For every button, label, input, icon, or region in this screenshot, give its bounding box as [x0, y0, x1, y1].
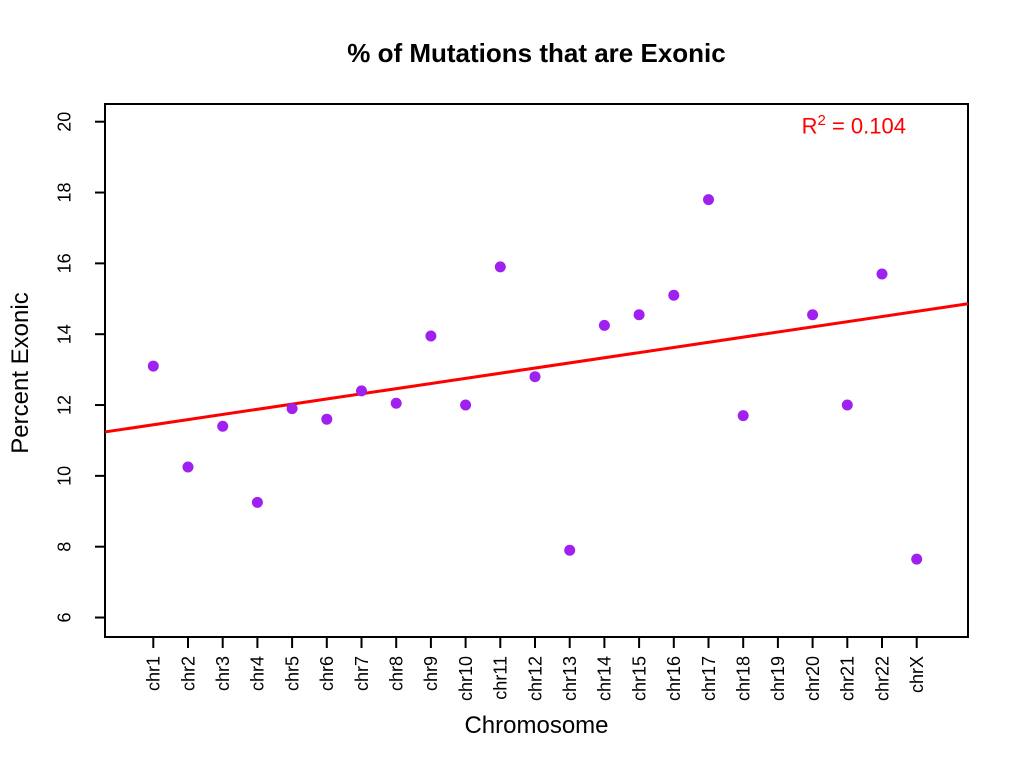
- x-tick-label-chr5: chr5: [282, 656, 302, 691]
- data-point-chr22: [876, 268, 888, 280]
- data-point-chr1: [147, 360, 159, 372]
- y-tick-label-8: 8: [54, 542, 74, 552]
- x-tick-label-chrX: chrX: [907, 656, 927, 693]
- x-tick-label-chr9: chr9: [421, 656, 441, 691]
- plot-border: [104, 103, 969, 638]
- trend-line: [104, 302, 969, 434]
- data-point-chrX: [911, 553, 923, 565]
- x-tick-label-chr17: chr17: [699, 656, 719, 701]
- x-tick-label-chr6: chr6: [317, 656, 337, 691]
- data-point-chr5: [286, 403, 298, 415]
- x-tick-label-chr4: chr4: [248, 656, 268, 691]
- data-point-chr13: [564, 544, 576, 556]
- data-point-chr3: [217, 420, 229, 432]
- x-tick-label-chr15: chr15: [629, 656, 649, 701]
- y-tick-label-14: 14: [54, 324, 74, 344]
- data-point-chr20: [807, 309, 819, 321]
- r-squared-base: R: [801, 113, 818, 139]
- data-point-chr16: [668, 289, 680, 301]
- data-point-chr6: [321, 413, 333, 425]
- x-tick-label-chr8: chr8: [387, 656, 407, 691]
- x-tick-label-chr12: chr12: [525, 656, 545, 701]
- x-tick-label-chr3: chr3: [213, 656, 233, 691]
- data-point-chr11: [494, 261, 506, 273]
- x-tick-label-chr22: chr22: [872, 656, 892, 701]
- data-point-chr4: [251, 496, 263, 508]
- r-squared-annotation: R2 = 0.104: [778, 108, 906, 139]
- data-point-chr12: [529, 371, 541, 383]
- data-point-chr9: [425, 330, 437, 342]
- r-squared-value: = 0.104: [825, 113, 906, 139]
- x-tick-label-chr16: chr16: [664, 656, 684, 701]
- x-tick-label-chr19: chr19: [768, 656, 788, 701]
- y-tick-label-6: 6: [54, 613, 74, 623]
- x-tick-label-chr21: chr21: [838, 656, 858, 701]
- x-tick-label-chr7: chr7: [352, 656, 372, 691]
- x-tick-label-chr10: chr10: [456, 656, 476, 701]
- x-tick-label-chr14: chr14: [595, 656, 615, 701]
- data-point-chr21: [841, 399, 853, 411]
- y-tick-label-16: 16: [54, 253, 74, 273]
- data-point-chr7: [356, 385, 367, 397]
- x-tick-label-chr13: chr13: [560, 656, 580, 701]
- y-tick-label-20: 20: [54, 112, 74, 132]
- chart-title: % of Mutations that are Exonic: [347, 38, 726, 68]
- x-tick-label-chr1: chr1: [144, 656, 164, 691]
- data-point-chr8: [390, 397, 402, 409]
- y-tick-label-10: 10: [54, 466, 74, 486]
- y-tick-label-12: 12: [54, 395, 74, 415]
- x-axis-title: Chromosome: [464, 712, 609, 739]
- data-point-chr18: [737, 410, 749, 422]
- data-point-chr14: [598, 319, 610, 331]
- x-tick-label-chr18: chr18: [734, 656, 754, 701]
- x-tick-label-chr11: chr11: [491, 656, 511, 700]
- data-point-chr10: [460, 399, 472, 411]
- data-point-chr2: [182, 461, 194, 473]
- y-tick-label-18: 18: [54, 183, 74, 203]
- data-point-chr15: [633, 309, 645, 321]
- data-point-chr17: [703, 194, 714, 206]
- x-tick-label-chr20: chr20: [803, 656, 823, 701]
- r-squared-exponent: 2: [817, 112, 826, 129]
- x-tick-label-chr2: chr2: [178, 656, 198, 691]
